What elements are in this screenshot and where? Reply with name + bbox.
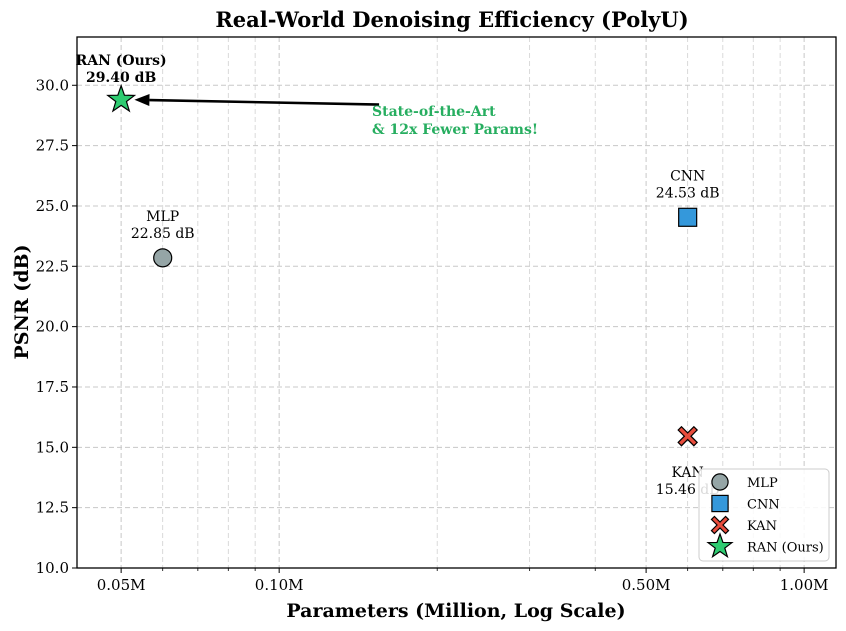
y-tick-label: 10.0	[36, 559, 69, 577]
legend-marker	[711, 494, 729, 513]
y-tick-label: 25.0	[36, 197, 69, 215]
point-cnn	[678, 207, 698, 227]
x-tick-label: 0.10M	[255, 576, 304, 594]
legend-label: MLP	[747, 476, 778, 491]
legend-marker	[711, 473, 729, 491]
x-tick-label: 0.05M	[97, 576, 146, 594]
chart-title: Real-World Denoising Efficiency (PolyU)	[215, 7, 688, 32]
legend: MLP CNN KAN RAN (Ours)	[698, 468, 830, 562]
legend-label: KAN	[747, 519, 777, 534]
point-label-value: 24.53 dB	[656, 185, 720, 201]
y-axis-label: PSNR (dB)	[11, 244, 33, 359]
point-label-name: CNN	[670, 168, 705, 184]
y-tick-label: 17.5	[36, 378, 69, 396]
legend-label: RAN (Ours)	[747, 541, 824, 556]
point-kan	[677, 425, 699, 447]
y-tick-label: 12.5	[36, 499, 69, 517]
legend-marker	[706, 532, 734, 559]
x-tick-label: 1.00M	[780, 576, 829, 594]
x-axis-label: Parameters (Million, Log Scale)	[286, 600, 625, 622]
annotation-text: & 12x Fewer Params!	[372, 122, 538, 138]
point-mlp	[153, 248, 173, 268]
point-label-name: MLP	[146, 209, 179, 225]
y-tick-label: 27.5	[36, 137, 69, 155]
annotation-arrow-shaft	[149, 98, 380, 106]
point-label-value: 22.85 dB	[131, 226, 195, 242]
legend-box	[698, 468, 830, 562]
annotation-arrow-head	[134, 94, 150, 107]
annotation-text: State-of-the-Art	[372, 104, 496, 120]
point-ran-ours	[106, 83, 137, 113]
y-tick-label: 15.0	[36, 438, 69, 456]
point-label-name: KAN	[672, 465, 704, 481]
y-tick-label: 22.5	[36, 257, 69, 275]
legend-label: CNN	[747, 498, 780, 513]
grid	[77, 37, 836, 569]
annotation: State-of-the-Art & 12x Fewer Params!	[134, 94, 538, 138]
axis-ticks: 0.05M 0.10M 0.50M 1.00M 10.0 12.5 15.0 17.5 20.0…	[36, 76, 829, 594]
y-tick-label: 20.0	[36, 318, 69, 336]
plot-frame	[76, 36, 837, 569]
y-tick-label: 30.0	[36, 76, 69, 94]
point-label-name: RAN (Ours)	[76, 53, 167, 69]
legend-marker	[710, 515, 730, 535]
x-tick-label: 0.50M	[622, 576, 671, 594]
point-label-value: 29.40 dB	[86, 70, 157, 86]
